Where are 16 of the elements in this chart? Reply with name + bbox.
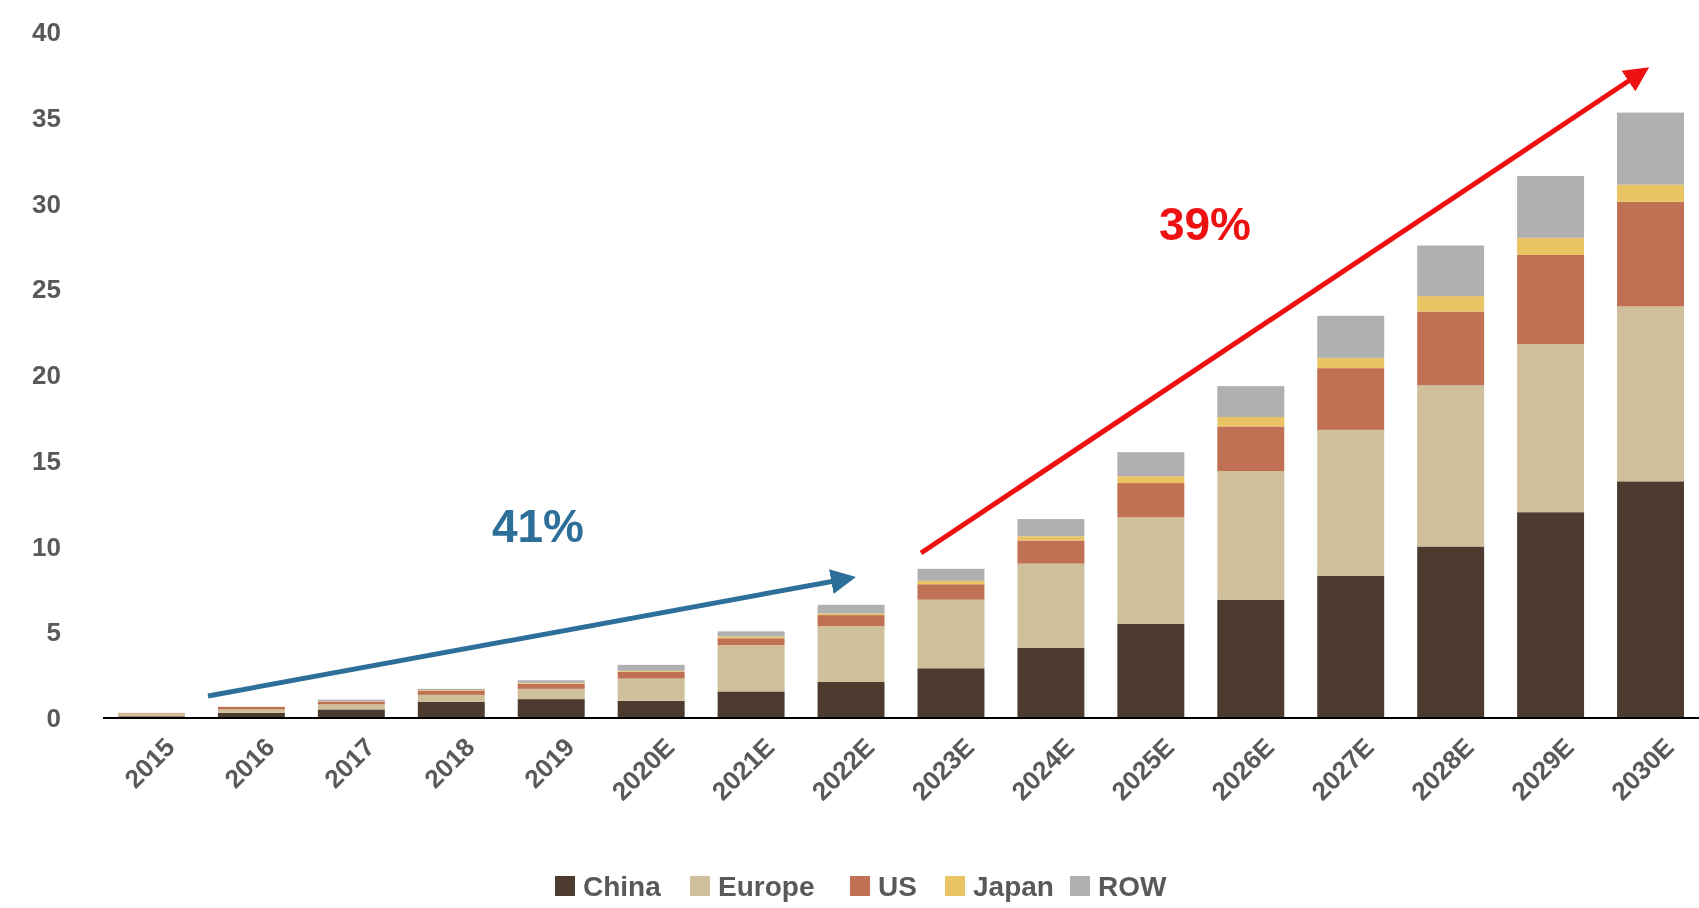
y-tick-label: 15 [32,445,61,476]
y-tick-label: 0 [46,703,61,734]
y-tick-label: 35 [32,102,61,133]
y-tick-label: 30 [32,188,61,219]
legend-label: China [583,870,662,902]
y-tick-label: 25 [32,274,61,305]
legend-label: Japan [973,870,1054,902]
legend-label: US [878,870,917,902]
y-tick-label: 10 [32,531,61,562]
annotation: 39% [1158,198,1252,251]
legend-label: Europe [718,870,815,902]
y-tick-label: 20 [32,360,61,391]
y-tick-label: 5 [46,617,61,648]
annotation: 41% [491,500,585,553]
y-tick-label: 40 [32,17,61,48]
legend-label: ROW [1098,870,1167,902]
